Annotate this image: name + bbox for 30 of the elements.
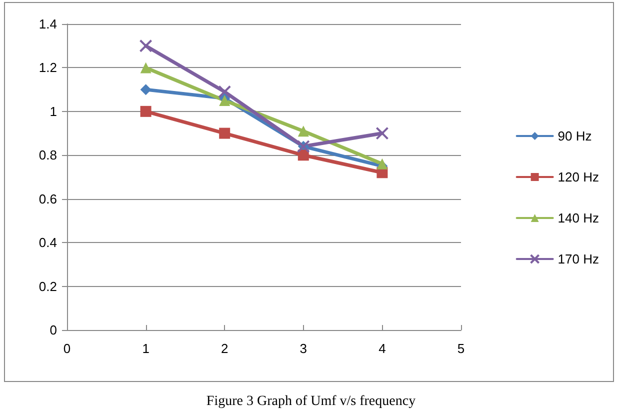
y-tick-label: 1.4 bbox=[38, 16, 57, 32]
y-tick-label: 1.2 bbox=[38, 60, 57, 76]
x-tick-label: 4 bbox=[378, 341, 386, 356]
y-tick-label: 1 bbox=[50, 104, 57, 119]
point bbox=[140, 84, 152, 96]
legend-label: 170 Hz bbox=[558, 252, 600, 266]
point bbox=[139, 39, 152, 52]
point bbox=[218, 85, 232, 98]
point bbox=[140, 106, 152, 117]
legend-label: 140 Hz bbox=[558, 210, 600, 226]
x-tick-label: 5 bbox=[457, 341, 465, 356]
x-tick-label: 3 bbox=[300, 341, 308, 356]
point bbox=[140, 62, 152, 74]
x-tick-label: 1 bbox=[142, 341, 150, 356]
point bbox=[298, 150, 309, 161]
y-tick-label: 0 bbox=[50, 322, 57, 338]
y-tick-label: 0.8 bbox=[38, 148, 57, 163]
y-tick-label: 0.2 bbox=[38, 278, 57, 294]
point bbox=[219, 128, 230, 139]
legend-label: 90 Hz bbox=[558, 128, 592, 144]
y-tick-label: 0.4 bbox=[38, 235, 57, 250]
y-tick-label: 0.6 bbox=[38, 191, 57, 206]
x-tick-label: 2 bbox=[220, 341, 228, 356]
x-tick-label: 0 bbox=[63, 341, 71, 356]
caption: Figure 3 Graph of Umf v/s frequency bbox=[205, 394, 417, 410]
point bbox=[219, 95, 230, 106]
point bbox=[376, 158, 388, 170]
point bbox=[298, 126, 309, 137]
point bbox=[376, 126, 389, 140]
legend-label: 120 Hz bbox=[558, 170, 600, 184]
